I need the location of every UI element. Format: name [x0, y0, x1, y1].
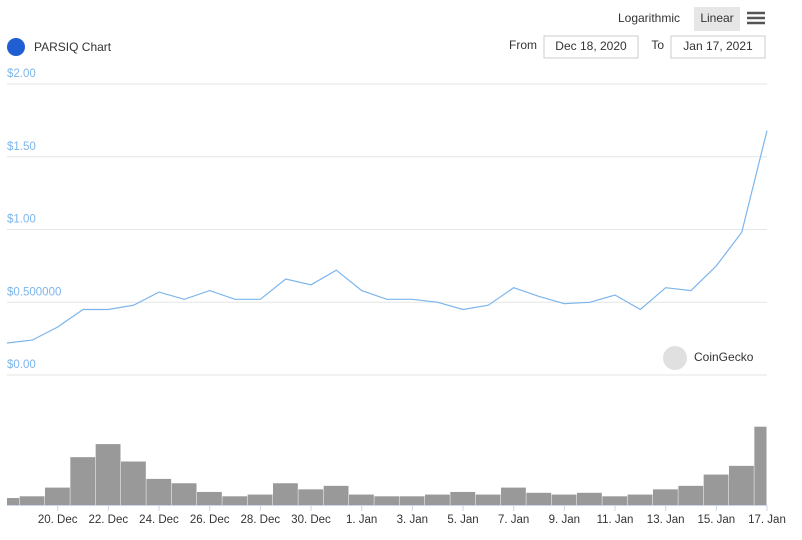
volume-bar: [45, 487, 70, 505]
x-tick-label: 17. Jan: [748, 514, 786, 526]
y-tick-label: $0.00: [7, 359, 36, 371]
log-button[interactable]: Logarithmic: [618, 11, 680, 25]
x-tick-label: 5. Jan: [447, 514, 478, 526]
volume-bar: [222, 496, 248, 505]
volume-bar: [197, 491, 222, 505]
x-tick-label: 26. Dec: [190, 514, 230, 526]
x-tick-label: 15. Jan: [697, 514, 735, 526]
menu-icon[interactable]: [747, 11, 765, 25]
volume-bar: [349, 494, 374, 505]
volume-bar: [399, 496, 425, 505]
y-tick-label: $1.50: [7, 141, 36, 153]
volume-bar: [70, 457, 96, 505]
from-date: Dec 18, 2020: [555, 39, 627, 53]
chart-title: PARSIQ Chart: [34, 40, 112, 54]
x-tick-label: 22. Dec: [89, 514, 129, 526]
x-tick-label: 20. Dec: [38, 514, 78, 526]
price-line: [6, 130, 768, 344]
x-tick-label: 9. Jan: [549, 514, 580, 526]
volume-bar: [323, 485, 349, 505]
from-input[interactable]: [543, 35, 639, 59]
linear-button-bg[interactable]: [694, 7, 740, 31]
y-tick-label: $1.00: [7, 214, 36, 226]
volume-bar: [551, 494, 577, 505]
volume-bar: [577, 492, 602, 505]
linear-button[interactable]: Linear: [700, 11, 733, 25]
watermark: CoinGecko: [694, 350, 754, 364]
volume-bar: [7, 498, 20, 505]
to-label: To: [651, 38, 664, 52]
volume-bar: [703, 474, 729, 505]
volume-bar: [729, 465, 754, 505]
logo: [7, 38, 25, 56]
volume-bar: [678, 485, 704, 505]
x-tick-label: 24. Dec: [139, 514, 179, 526]
volume-bar: [171, 483, 197, 505]
volume-bar: [273, 483, 298, 505]
volume-bar: [146, 478, 172, 505]
watermark-logo: [663, 346, 687, 370]
x-tick-label: 7. Jan: [498, 514, 529, 526]
volume-bar: [475, 494, 501, 505]
to-input[interactable]: [670, 35, 766, 59]
volume-bar: [653, 489, 678, 505]
volume-bar: [247, 494, 273, 505]
volume-bar: [425, 494, 450, 505]
x-tick-label: 28. Dec: [241, 514, 281, 526]
y-tick-label: $2.00: [7, 68, 36, 80]
volume-bar: [19, 496, 45, 505]
volume-bar: [627, 494, 653, 505]
x-tick-label: 11. Jan: [597, 514, 634, 526]
volume-bar: [374, 496, 400, 505]
volume-bar: [95, 444, 121, 505]
x-tick-label: 3. Jan: [397, 514, 428, 526]
x-tick-label: 13. Jan: [647, 514, 685, 526]
from-label: From: [509, 38, 537, 52]
y-tick-label: $0.500000: [7, 286, 61, 298]
volume-bar: [450, 491, 476, 505]
volume-bar: [501, 487, 526, 505]
to-date: Jan 17, 2021: [683, 39, 753, 53]
volume-bar: [754, 426, 767, 505]
volume-bar: [298, 489, 324, 505]
volume-bar: [526, 492, 552, 505]
volume-bar: [121, 461, 146, 505]
x-tick-label: 30. Dec: [291, 514, 331, 526]
volume-bar: [602, 496, 628, 505]
x-tick-label: 1. Jan: [346, 514, 377, 526]
